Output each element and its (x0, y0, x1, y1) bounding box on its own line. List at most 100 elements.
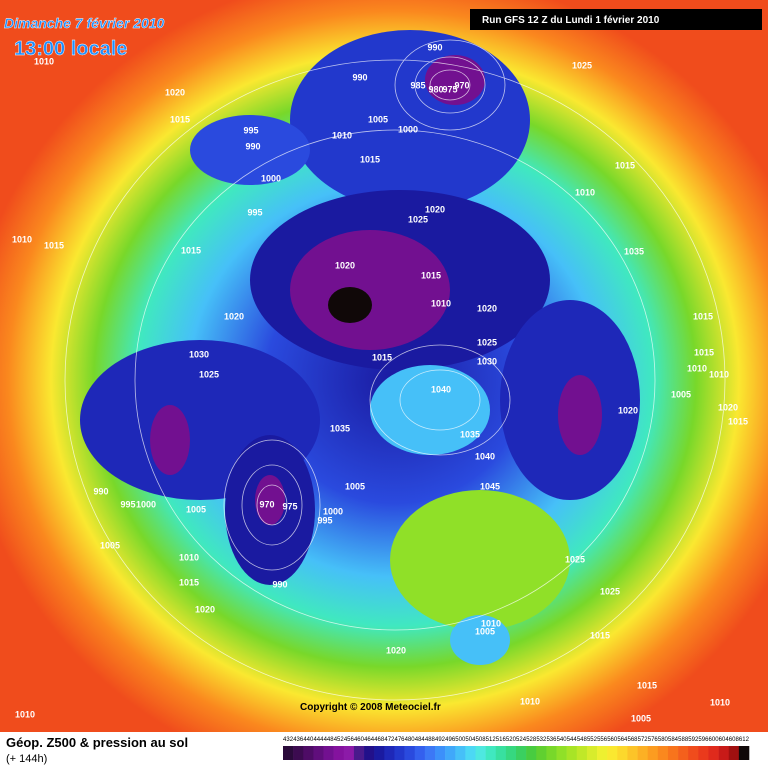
isobar-label: 1015 (170, 114, 190, 124)
legend-label: 560 (607, 737, 618, 743)
isobar-label: 1020 (335, 260, 355, 270)
isobar-label: 1035 (460, 429, 480, 439)
isobar-label: 1005 (186, 504, 206, 514)
isobar-label: 1015 (421, 270, 441, 280)
isobar-label: 1000 (136, 499, 156, 509)
legend-swatch (657, 746, 669, 760)
isobar-label: 1015 (360, 154, 380, 164)
legend-label: 576 (648, 737, 659, 743)
isobars (64, 39, 726, 701)
isobar-label: 1010 (431, 298, 451, 308)
legend-label: 492 (435, 737, 446, 743)
isobar-label: 1015 (44, 240, 64, 250)
isobar-label: 1010 (15, 709, 35, 719)
isobar-label: 975 (282, 501, 297, 511)
legend-label: 604 (719, 737, 730, 743)
field (558, 375, 602, 455)
legend-swatch (627, 746, 638, 760)
legend-label: 480 (405, 737, 416, 743)
field (425, 55, 485, 105)
legend-label: 572 (638, 737, 649, 743)
legend-label: 516 (496, 737, 507, 743)
isobar-label: 1005 (368, 114, 388, 124)
isobar-label: 1005 (671, 389, 691, 399)
legend-swatch (708, 746, 719, 760)
legend-label: 436 (293, 737, 304, 743)
legend-label: 448 (324, 737, 335, 743)
isobar-label: 970 (259, 499, 274, 509)
isobar-label: 1015 (694, 347, 714, 357)
isobar-label: 1045 (480, 481, 500, 491)
isobar-label: 1030 (189, 349, 209, 359)
legend-swatch (353, 746, 365, 760)
local-time: 13:00 locale (14, 38, 127, 60)
legend-swatch (445, 746, 456, 760)
legend-swatch (485, 746, 497, 760)
legend-swatch (576, 746, 588, 760)
legend-label: 564 (617, 737, 628, 743)
legend-label: 440 (303, 737, 314, 743)
legend-label: 476 (394, 737, 405, 743)
isobar-label: 1010 (710, 697, 730, 707)
isobar-label: 1000 (398, 124, 418, 134)
field (328, 287, 372, 323)
isobar-label: 1010 (12, 234, 32, 244)
legend-swatch (688, 746, 699, 760)
legend-swatch (475, 746, 486, 760)
isobar-label: 1040 (431, 384, 451, 394)
field (255, 475, 285, 525)
legend-label: 468 (374, 737, 385, 743)
legend-swatch (455, 746, 466, 760)
isobar-label: 1015 (181, 245, 201, 255)
legend-label: 592 (688, 737, 699, 743)
legend-swatch (586, 746, 598, 760)
isobar-label: 1020 (477, 303, 497, 313)
legend-label: 596 (698, 737, 709, 743)
isobar-label: 1015 (590, 630, 610, 640)
legend-label: 524 (516, 737, 527, 743)
legend-label: 532 (536, 737, 547, 743)
isobar-label: 1020 (618, 405, 638, 415)
legend-label: 464 (364, 737, 375, 743)
copyright: Copyright © 2008 Meteociel.fr (300, 702, 441, 713)
isobar-label: 1015 (179, 577, 199, 587)
isobar-label: 1010 (34, 56, 54, 66)
legend-swatch (597, 746, 608, 760)
legend-label: 612 (739, 737, 750, 743)
lead-time: (+ 144h) (6, 753, 47, 765)
field (390, 490, 570, 630)
field (450, 615, 510, 665)
isobar-label: 990 (427, 42, 442, 52)
legend-swatch (384, 746, 395, 760)
isobar-label: 995 (243, 125, 258, 135)
field (290, 230, 450, 350)
legend-label: 584 (668, 737, 679, 743)
legend-label: 580 (658, 737, 669, 743)
isobar-label: 1020 (386, 645, 406, 655)
legend-label: 472 (384, 737, 395, 743)
isobar-label: 1010 (687, 363, 707, 373)
isobar-label: 1040 (475, 451, 495, 461)
legend-swatch (678, 746, 689, 760)
isobar-label: 1025 (199, 369, 219, 379)
legend-label: 508 (476, 737, 487, 743)
legend-swatch (505, 746, 517, 760)
isobar-label: 990 (93, 486, 108, 496)
legend-swatch (738, 746, 750, 760)
field (290, 30, 530, 210)
legend-label: 588 (678, 737, 689, 743)
legend-swatch (293, 746, 304, 760)
run-info: Run GFS 12 Z du Lundi 1 février 2010 (482, 15, 660, 26)
legend-swatch (637, 746, 648, 760)
legend-swatch (647, 746, 659, 760)
isobar-label: 1025 (408, 214, 428, 224)
isobar-label: 1025 (600, 586, 620, 596)
isobar-label: 1025 (565, 554, 585, 564)
isobar-label: 1010 (332, 130, 352, 140)
isobar-label: 1015 (372, 352, 392, 362)
legend-swatch (303, 746, 314, 760)
isobar-label: 970 (454, 80, 469, 90)
isobar-label: 1000 (323, 506, 343, 516)
legend-swatch (607, 746, 618, 760)
